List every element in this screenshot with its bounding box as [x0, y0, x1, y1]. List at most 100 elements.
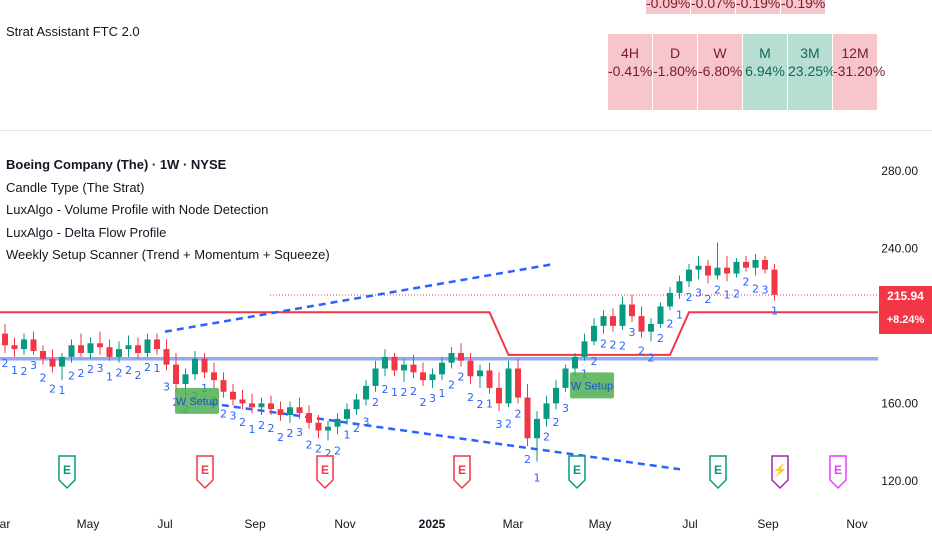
pane-divider[interactable] — [0, 130, 932, 131]
candle-body — [135, 345, 141, 353]
candle-body — [40, 351, 46, 359]
event-marker-label: E — [714, 463, 722, 477]
strat-number: 2 — [78, 367, 85, 380]
strat-number: 2 — [68, 370, 75, 383]
candle-body — [667, 292, 673, 307]
strat-number: 1 — [11, 364, 18, 377]
strat-number: 2 — [553, 416, 560, 429]
strat-number: 1 — [59, 384, 66, 397]
candle-body — [2, 333, 8, 346]
strat-number: 1 — [486, 398, 493, 411]
strat-number: 2 — [287, 427, 294, 440]
strat-number: 2 — [515, 407, 522, 420]
strat-number: 2 — [467, 391, 474, 404]
strat-number: 1 — [534, 472, 541, 485]
strat-number: 3 — [363, 415, 370, 428]
candle-body — [30, 339, 37, 352]
event-marker-label: E — [573, 463, 581, 477]
strat-number: 2 — [135, 369, 142, 382]
legend-indicator-volume-profile[interactable]: LuxAlgo - Volume Profile with Node Detec… — [6, 202, 269, 217]
x-axis-tick-label: Nov — [846, 517, 867, 531]
strat-number: 2 — [648, 351, 655, 364]
prev-change-cell: -0.19% — [736, 0, 780, 14]
level-line — [0, 311, 878, 356]
candle-body — [410, 364, 417, 373]
strat-number: 2 — [382, 383, 389, 396]
strat-number: 1 — [391, 386, 398, 399]
strat-number: 2 — [334, 444, 341, 457]
strat-number: 3 — [429, 392, 436, 405]
candle-body — [657, 306, 664, 324]
x-axis-tick-label: Nov — [334, 517, 355, 531]
candle-body — [268, 403, 274, 410]
earnings-event-icon — [316, 455, 334, 490]
candle-body — [562, 368, 569, 388]
legend-indicator-delta-flow[interactable]: LuxAlgo - Delta Flow Profile — [6, 224, 167, 240]
strat-number: 2 — [116, 367, 123, 380]
candle-body — [325, 426, 331, 431]
x-axis-tick-label: Jul — [682, 517, 697, 531]
candle-body — [553, 387, 559, 404]
setup-label-box — [570, 372, 614, 399]
candle-body — [382, 356, 388, 369]
candle-body — [239, 399, 246, 404]
candle-body — [600, 316, 607, 326]
candle-body — [68, 345, 75, 357]
candle-body — [353, 399, 360, 410]
candle-body — [106, 347, 113, 357]
candle-body — [629, 304, 635, 317]
timeframe-change: -6.80% — [698, 63, 743, 79]
strat-number: 2 — [458, 371, 465, 384]
candle-body — [524, 397, 531, 439]
legend-indicator-setup-scanner[interactable]: Weekly Setup Scanner (Trend + Momentum +… — [6, 247, 330, 262]
x-axis-tick-label: Jul — [157, 517, 172, 531]
timeframe-cell-w: W -6.80% — [698, 34, 742, 110]
timeframe-cell-4h: 4H -0.41% — [608, 34, 652, 110]
strat-number: 2 — [239, 416, 246, 429]
candle-body — [192, 358, 198, 375]
earnings-event-icon — [196, 455, 214, 490]
candle-body — [372, 368, 379, 386]
candle-body — [638, 316, 645, 332]
candle-body — [496, 387, 502, 404]
strat-number: 2 — [477, 398, 484, 411]
candle-body — [144, 339, 151, 353]
timeframe-label: 12M — [841, 45, 869, 61]
candle-body — [686, 269, 692, 282]
timeframe-label: 4H — [621, 45, 639, 61]
candle-body — [543, 403, 550, 419]
candle-body — [505, 368, 512, 404]
strat-number: 3 — [629, 326, 636, 339]
strat-number: 2 — [21, 365, 28, 378]
candle-body — [173, 364, 179, 384]
strat-number: 1 — [771, 305, 778, 318]
strat-number: 2 — [315, 442, 322, 455]
strat-number: 2 — [325, 447, 332, 460]
timeframe-label: 3M — [800, 45, 820, 61]
top-indicator-title[interactable]: Strat Assistant FTC 2.0 — [6, 24, 140, 39]
strat-number: 2 — [40, 372, 47, 385]
candle-body — [287, 407, 293, 416]
x-axis-tick-label: May — [589, 517, 612, 531]
candle-body — [695, 265, 702, 270]
strat-number: 2 — [448, 378, 455, 391]
setup-label-text: W Setup — [176, 396, 218, 408]
strat-number: 2 — [306, 439, 313, 452]
timeframe-label: D — [669, 45, 681, 61]
strat-number: 2 — [220, 408, 227, 421]
candle-body — [401, 364, 407, 371]
legend-indicator-candle-type[interactable]: Candle Type (The Strat) — [6, 179, 145, 195]
symbol-title[interactable]: Boeing Company (The) · 1W · NYSE — [6, 157, 227, 172]
strat-number: 2 — [277, 431, 284, 444]
event-marker-label: E — [63, 463, 71, 477]
last-price-tag: 215.94 — [879, 286, 932, 306]
candle-body — [467, 360, 474, 377]
price-change-tag: +8.24% — [879, 306, 932, 334]
strat-number: 2 — [353, 422, 360, 435]
strat-number: 1 — [344, 429, 351, 442]
setup-label-text: W Setup — [571, 380, 613, 392]
timeframe-cell-d: D -1.80% — [653, 34, 697, 110]
y-axis-tick-label: 160.00 — [881, 396, 918, 410]
timeframe-change: 23.25% — [788, 63, 836, 79]
